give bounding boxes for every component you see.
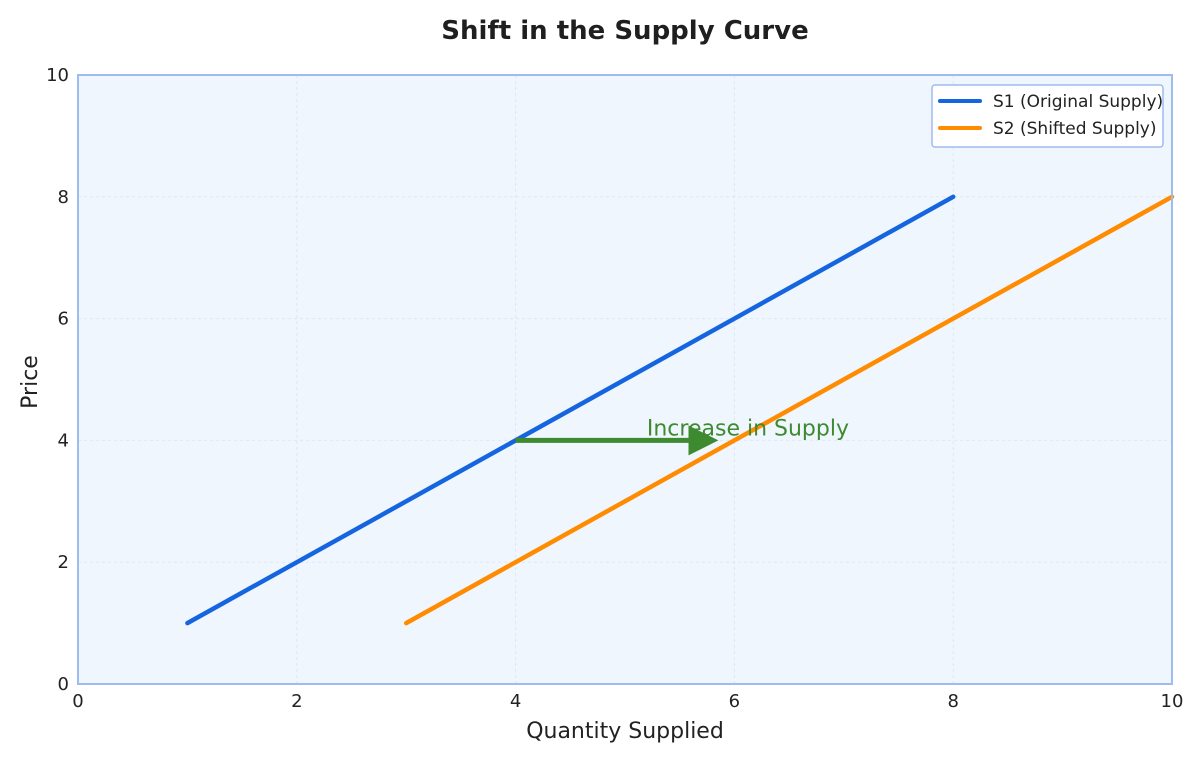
- series-line-s1: [185, 194, 956, 626]
- x-tick-label: 2: [291, 691, 302, 712]
- x-axis-ticks: 0 2 4 6 8 10: [72, 691, 1183, 712]
- legend-box: [931, 84, 1164, 148]
- annotation-text: Increase in Supply: [647, 416, 849, 441]
- x-tick-label: 0: [72, 691, 83, 712]
- x-tick-label: 10: [1161, 691, 1184, 712]
- x-axis-label: Quantity Supplied: [526, 719, 724, 744]
- annotation: Increase in Supply: [515, 416, 849, 456]
- x-tick-label: 8: [947, 691, 958, 712]
- y-tick-label: 6: [58, 309, 69, 330]
- y-axis-ticks: 0 2 4 6 8 10: [46, 65, 69, 695]
- legend-label-s2: S2 (Shifted Supply): [993, 119, 1157, 139]
- y-tick-label: 8: [58, 187, 69, 208]
- y-tick-label: 10: [46, 65, 69, 86]
- y-tick-label: 0: [58, 674, 69, 695]
- y-tick-label: 2: [58, 552, 69, 573]
- legend-label-s1: S1 (Original Supply): [993, 92, 1163, 112]
- x-tick-label: 4: [510, 691, 521, 712]
- y-tick-label: 4: [58, 430, 69, 451]
- series-line-s2: [403, 194, 1175, 626]
- chart-title: Shift in the Supply Curve: [441, 16, 808, 46]
- series-lines: [185, 194, 1175, 626]
- plot-frame: [77, 74, 1173, 685]
- y-axis-label: Price: [18, 355, 43, 409]
- legend: S1 (Original Supply) S2 (Shifted Supply): [931, 84, 1164, 148]
- x-tick-label: 6: [729, 691, 740, 712]
